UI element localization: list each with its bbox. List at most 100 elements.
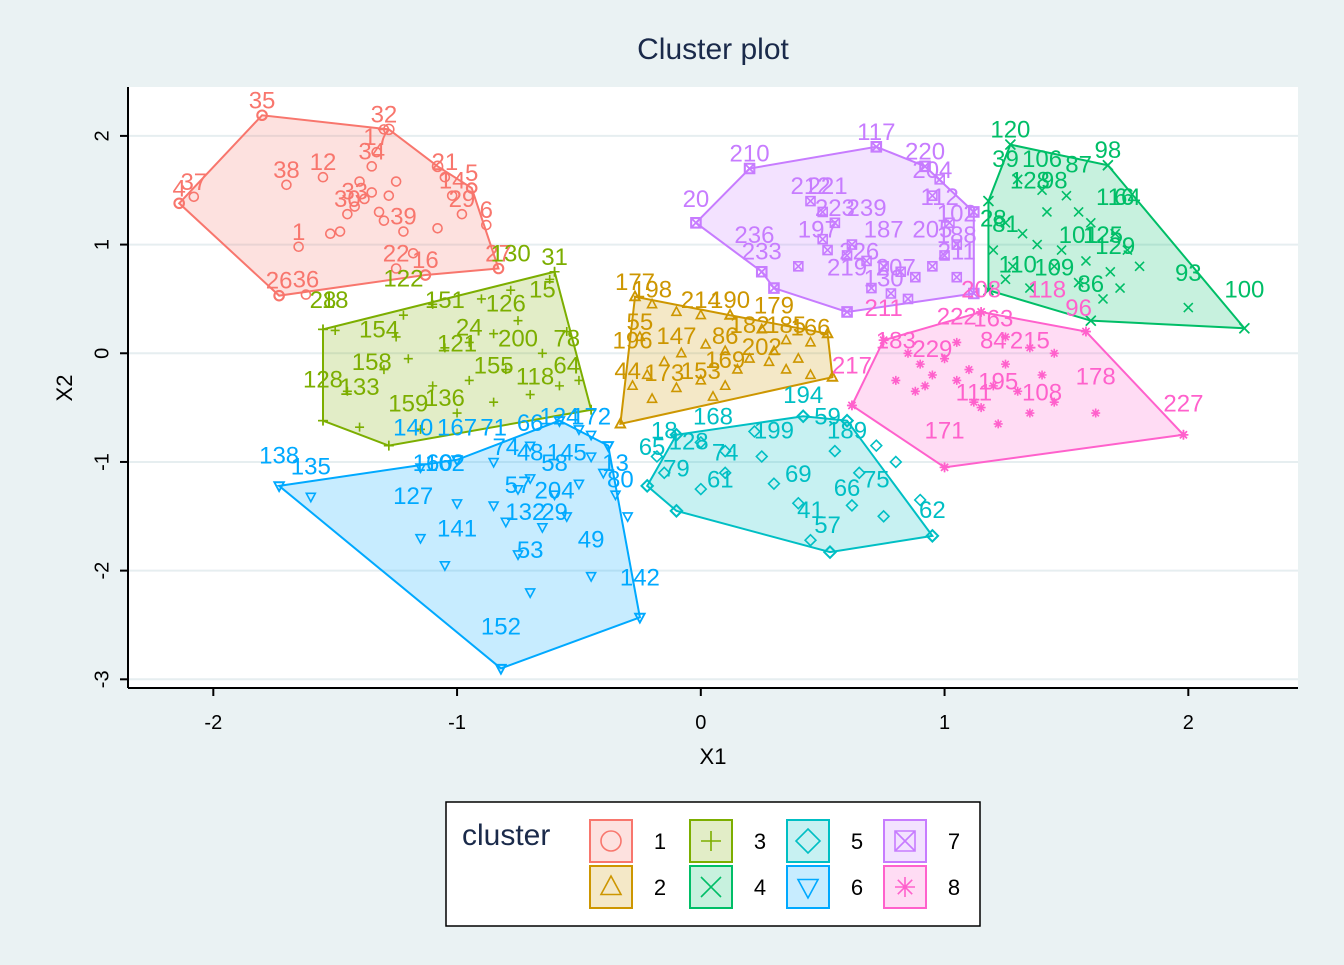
cluster-2-point [743,352,756,363]
cluster-7-point [866,282,877,294]
cluster-1-point [481,219,492,231]
cluster-6-point-label: 124 [539,404,579,431]
legend-label: 1 [654,829,666,854]
y-tick-label: 1 [91,239,113,250]
cluster-4-point-label: 28 [980,206,1007,233]
cluster-4-point [1085,217,1096,228]
x-axis-label: X1 [700,744,727,769]
cluster-4-point-label: 98 [1041,168,1068,195]
cluster-3-point [545,274,555,284]
cluster-8-point [940,462,950,472]
cluster-7-point [895,266,906,278]
cluster-8-point [964,365,974,375]
cluster-2-point [641,368,654,380]
cluster-1-point-label: 36 [293,267,320,294]
cluster-3-point [342,386,352,396]
cluster-3-point [379,365,389,375]
cluster-3-point [440,343,450,353]
cluster-6-point-label: 80 [607,467,634,494]
legend-marker-icon [894,830,916,852]
cluster-3-point [501,365,511,375]
cluster-5-point-label: 66 [834,475,861,502]
cluster-3-point [403,354,413,364]
cluster-5-point [767,477,781,491]
cluster-4-point-label: 116 [1096,184,1134,211]
cluster-6-point [524,588,537,599]
cluster-5-point-label: 18 [651,418,678,445]
cluster-8-point-label: 163 [973,306,1013,333]
cluster-2-point-label: 44 [614,358,641,385]
cluster-1-point [281,179,292,191]
cluster-7-point [939,250,950,261]
cluster-1-point-label: 38 [273,157,300,184]
cluster-5-point [828,444,842,458]
cluster-6-point-label: 74 [492,434,519,461]
cluster-7-point-label: 112 [921,184,959,211]
cluster-5-point-label: 61 [707,467,734,494]
cluster-6-point [585,571,597,583]
cluster-4-point-label: 106 [1022,146,1062,173]
chart-title: Cluster plot [637,33,789,66]
cluster-4-point [1105,266,1116,277]
cluster-2-point-label: 182 [730,312,770,339]
cluster-7-point-label: 212 [790,173,830,200]
cluster-1-point-label: 17 [363,124,390,151]
cluster-5-point [718,466,732,480]
legend-items: 1 2 3 4 5 6 7 8 [589,819,960,909]
cluster-8-point [1049,397,1059,407]
cluster-3-point [574,375,584,385]
cluster-3-point-label: 126 [486,290,526,317]
cluster-1-point [293,241,304,253]
cluster-3-point-label: 24 [456,314,483,341]
cluster-8-point [903,348,913,358]
cluster-3-point-label: 155 [474,352,514,379]
cluster-8-point [1081,327,1091,337]
cluster-2-point [719,344,732,356]
cluster-1-point-label: 5 [465,160,478,187]
cluster-6-point [553,416,566,428]
cluster-5-point-label: 189 [827,418,867,445]
cluster-7-point-label: 204 [912,157,952,184]
cluster-2-point [780,362,792,374]
cluster-3-point [428,299,438,309]
cluster-2-point [658,355,671,367]
legend-entry-8: 8 [883,865,960,909]
cluster-5-point-label: 168 [693,404,733,431]
cluster-6-point-label: 138 [259,443,299,470]
cluster-2-point [629,290,641,301]
cluster-1-vertex [383,123,395,136]
cluster-2-point [675,346,688,358]
cluster-5-point [669,428,683,442]
cluster-1-point-label: 29 [449,186,476,213]
cluster-7-hull [694,145,975,313]
cluster-6-point [451,499,463,510]
cluster-4-point-label: 93 [1175,260,1202,287]
legend-marker-icon [796,878,820,900]
cluster-2-point-label: 166 [790,314,830,341]
cluster-8-point-label: 118 [1028,276,1066,303]
cluster-5-point-label: 59 [814,404,841,431]
legend-entry-3: 3 [689,819,766,863]
cluster-5-point [840,414,854,428]
cluster-6-point [585,430,597,442]
cluster-2-point [768,344,780,356]
cluster-8-point [1025,343,1035,353]
cluster-6-point [597,468,610,480]
cluster-4-point-label: 39 [992,146,1019,173]
cluster-7-point-label: 220 [905,138,945,165]
cluster-4-point [1073,277,1084,288]
y-tick-label: -1 [91,453,113,471]
cluster-3-point [384,441,394,451]
cluster-8-point [976,403,986,413]
legend-entry-4: 4 [689,865,766,909]
cluster-5-point [877,509,891,523]
cluster-1-point [373,206,385,218]
cluster-6-point-label: 53 [517,537,544,564]
cluster-5-point [925,529,939,543]
cluster-2-point-label: 169 [705,347,745,374]
cluster-1-point-label: 21 [432,149,459,176]
cluster-3-hull [322,270,593,447]
cluster-6-point [414,463,427,475]
cluster-1-point [334,226,346,237]
